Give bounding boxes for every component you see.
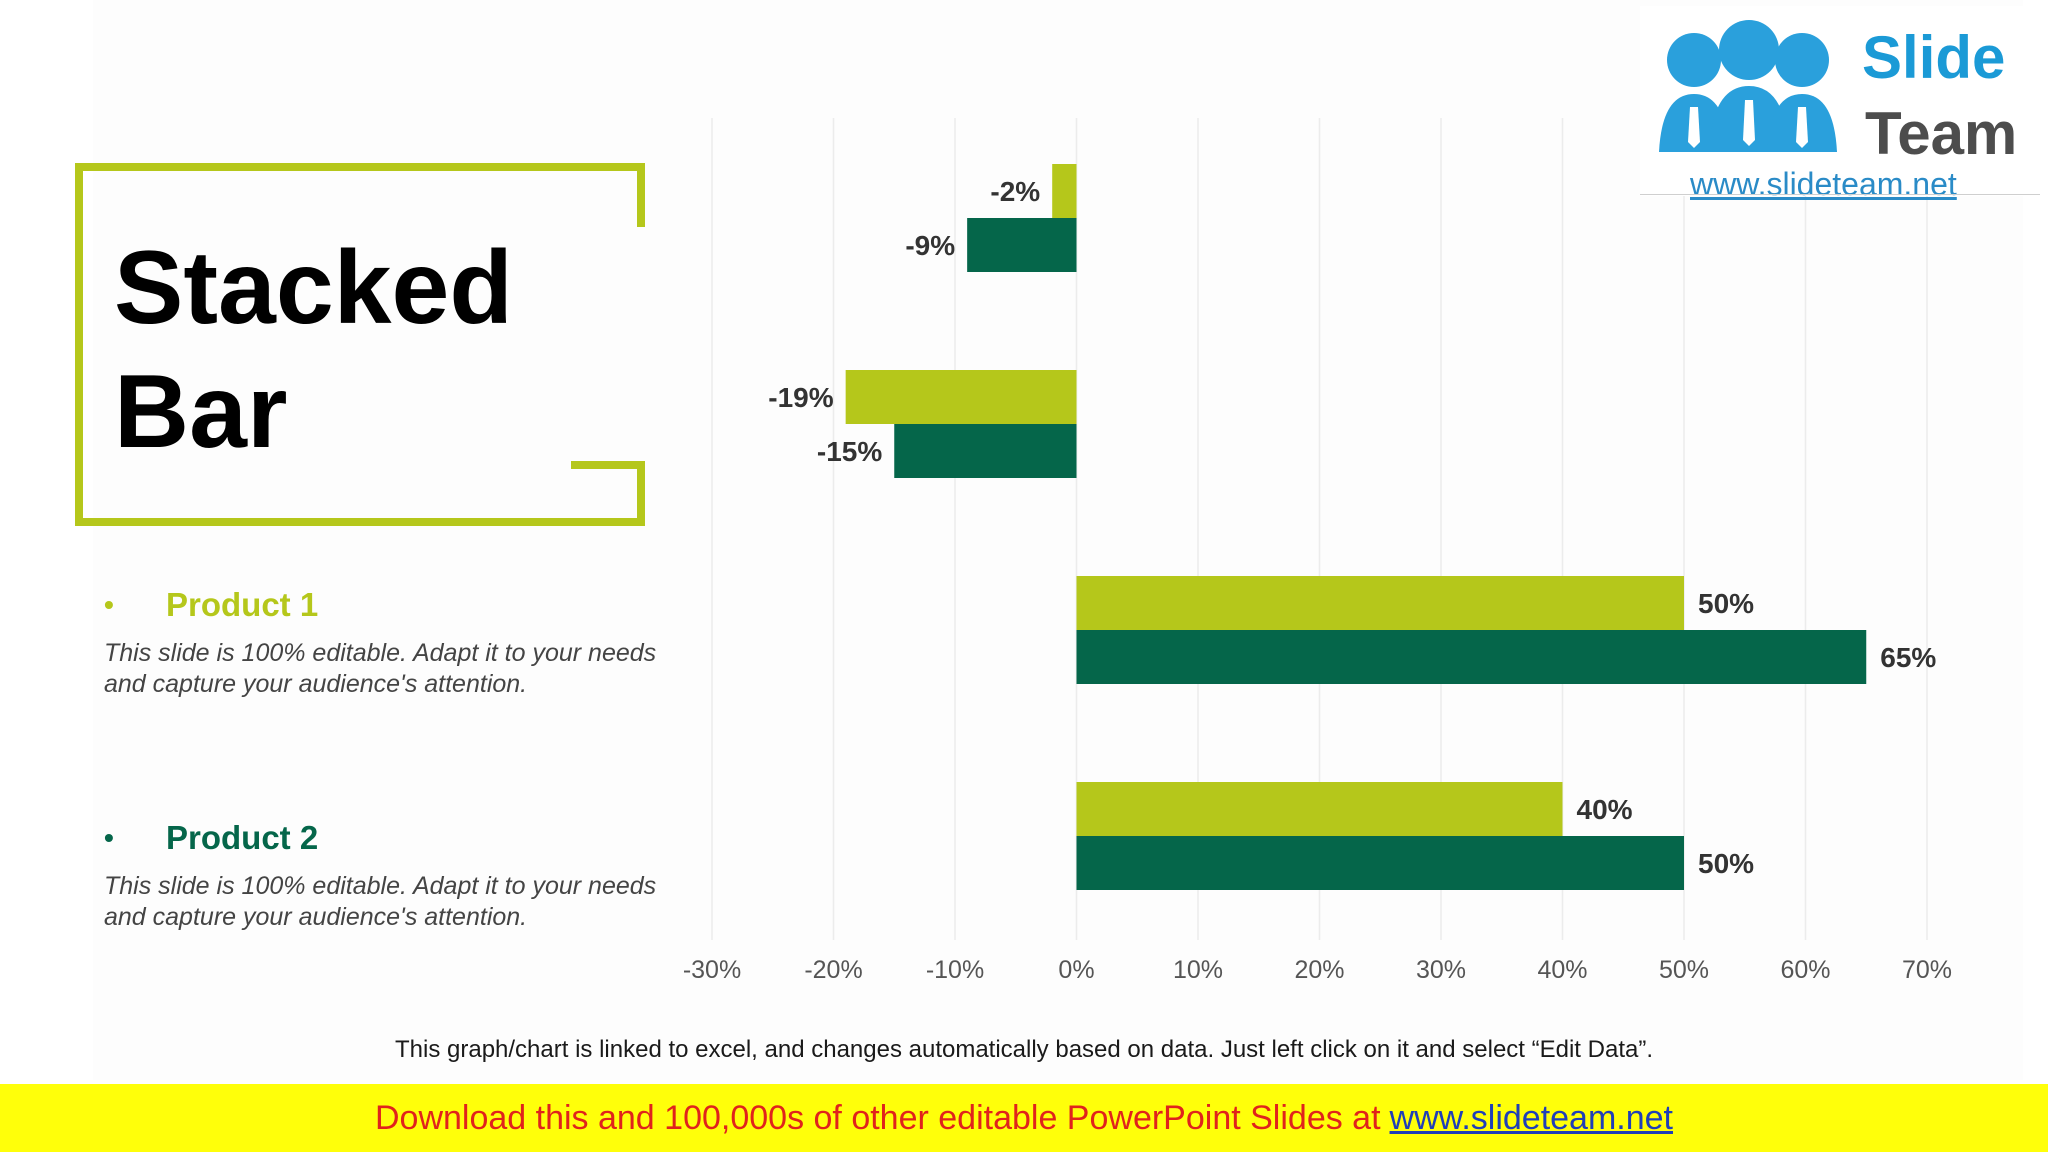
banner-link[interactable]: www.slideteam.net: [1389, 1098, 1673, 1137]
logo-word-slide: Slide: [1862, 24, 2006, 91]
x-tick-label: 20%: [1294, 956, 1344, 984]
data-label: 40%: [1577, 794, 1633, 825]
slide-title: Stacked Bar: [114, 230, 513, 470]
legend-label: Product 1: [166, 586, 319, 623]
legend-description: This slide is 100% editable. Adapt it to…: [104, 872, 657, 931]
legend-item-product-2: • Product 2 This slide is 100% editable.…: [98, 819, 658, 933]
bullet-icon: •: [104, 589, 114, 620]
data-label: 50%: [1698, 848, 1754, 879]
x-tick-label: 0%: [1058, 956, 1094, 984]
bar: [967, 218, 1077, 272]
x-tick-label: 10%: [1173, 956, 1223, 984]
title-frame: [75, 163, 645, 526]
data-label: -19%: [768, 382, 833, 413]
logo-url[interactable]: www.slideteam.net: [1690, 166, 1957, 202]
legend-item-product-1: • Product 1 This slide is 100% editable.…: [98, 586, 658, 700]
people-icon: [1659, 20, 1837, 152]
bar: [1076, 576, 1684, 630]
bar: [1076, 782, 1563, 836]
data-label: 50%: [1698, 588, 1754, 619]
x-tick-label: -20%: [804, 956, 862, 984]
bar: [1052, 164, 1077, 218]
bar: [894, 424, 1077, 478]
x-tick-label: 70%: [1902, 956, 1952, 984]
data-label: 65%: [1880, 642, 1936, 673]
bar: [1076, 836, 1684, 890]
slideteam-logo[interactable]: Slide Team www.slideteam.net: [1640, 6, 2040, 202]
legend-description: This slide is 100% editable. Adapt it to…: [104, 639, 657, 698]
x-tick-label: 40%: [1537, 956, 1587, 984]
bar-chart[interactable]: -30% -20% -10% 0% 10% 20% 30% 40% 50% 60% 70% -2% -9…: [0, 0, 2048, 1000]
logo-divider: [1640, 194, 2040, 195]
bar: [845, 370, 1077, 424]
chart-footnote: This graph/chart is linked to excel, and…: [395, 1036, 1653, 1063]
legend-label: Product 2: [166, 819, 319, 856]
x-tick-label: 30%: [1416, 956, 1466, 984]
x-tick-label: 50%: [1659, 956, 1709, 984]
x-tick-label: 60%: [1780, 956, 1830, 984]
data-label: -2%: [990, 176, 1040, 207]
data-label: -9%: [905, 230, 955, 261]
logo-word-team: Team: [1865, 100, 2018, 167]
bullet-icon: •: [104, 822, 114, 853]
download-banner: Download this and 100,000s of other edit…: [0, 1084, 2048, 1152]
data-label: -15%: [817, 436, 882, 467]
banner-text: Download this and 100,000s of other edit…: [374, 1098, 1381, 1137]
x-tick-label: -30%: [683, 956, 741, 984]
bar: [1076, 630, 1867, 684]
x-tick-label: -10%: [926, 956, 984, 984]
